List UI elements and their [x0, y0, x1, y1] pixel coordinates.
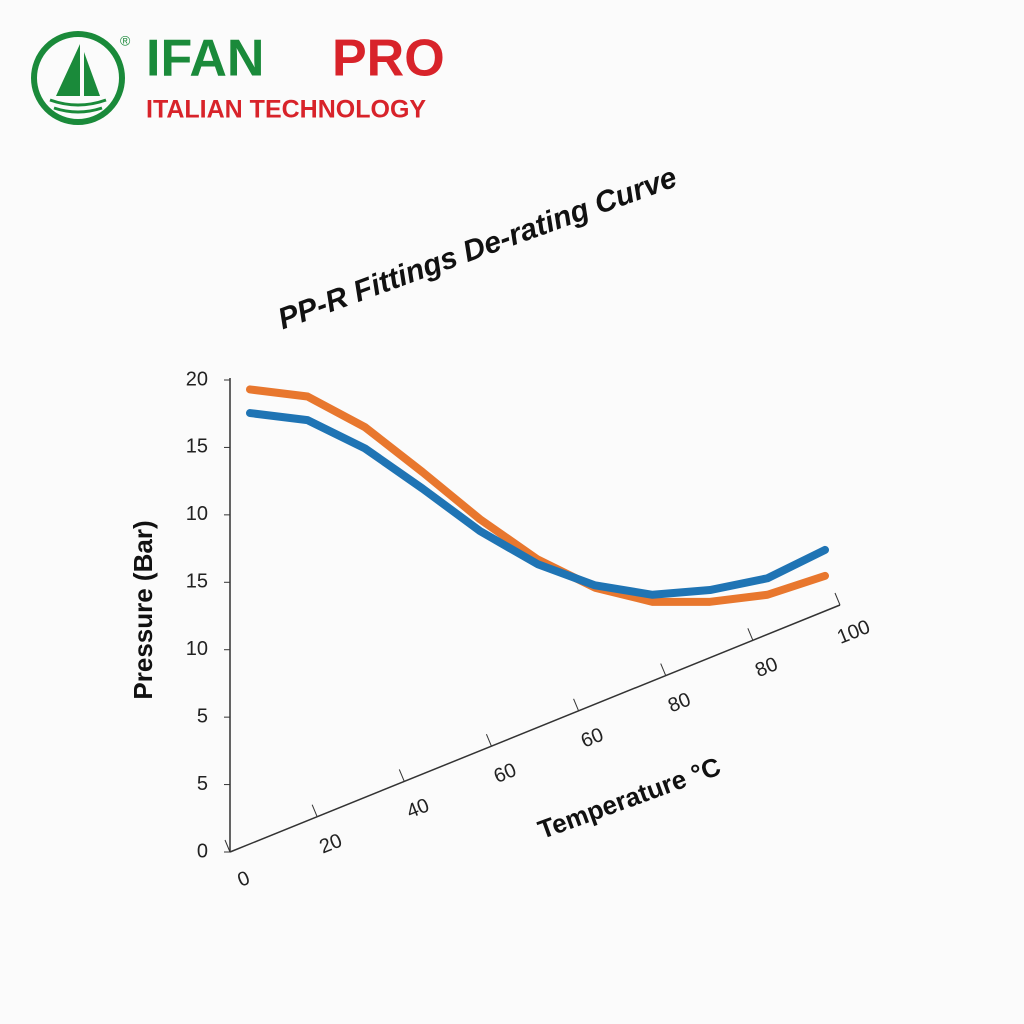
logo: ® IFAN PRO ITALIAN TECHNOLOGY: [31, 30, 445, 125]
y-axis-label: Pressure (Bar): [128, 520, 158, 699]
x-tick: [834, 592, 841, 606]
y-tick-label: 5: [197, 705, 208, 727]
x-tick: [224, 839, 231, 853]
x-tick: [573, 698, 580, 712]
x-tick-label: 60: [491, 759, 520, 788]
logo-sail: [56, 44, 80, 96]
data-line: [246, 385, 829, 606]
y-tick-label: 20: [186, 368, 208, 390]
x-tick-label: 40: [404, 794, 433, 823]
logo-ring: [31, 31, 125, 125]
logo-waves: [49, 98, 107, 114]
y-tick-label: 10: [186, 503, 208, 525]
logo-sail: [84, 52, 100, 96]
x-tick: [485, 733, 492, 747]
data-line: [246, 409, 829, 599]
y-tick-label: 10: [186, 638, 208, 660]
x-tick: [398, 769, 405, 782]
x-tick-label: 80: [752, 653, 781, 682]
x-tick-label: 20: [316, 830, 345, 859]
brand-right: PRO: [332, 30, 445, 88]
x-tick: [747, 628, 754, 641]
chart-title: PP-R Fittings De-rating Curve: [274, 161, 682, 336]
y-tick-label: 15: [186, 436, 208, 458]
x-tick-label: 100: [834, 616, 873, 649]
y-tick-label: 15: [186, 571, 208, 593]
registered-mark: ®: [120, 33, 131, 49]
x-tick: [311, 804, 318, 817]
tagline: ITALIAN TECHNOLOGY: [146, 96, 426, 124]
x-tick-label: 0: [234, 867, 253, 892]
y-tick-label: 5: [197, 773, 208, 795]
x-axis: [229, 604, 841, 853]
x-tick-label: 80: [665, 689, 694, 718]
x-tick-label: 60: [578, 724, 607, 753]
brand-left: IFAN: [146, 30, 264, 88]
y-tick-label: 0: [197, 840, 208, 862]
x-axis-label: Temperature °C: [534, 751, 725, 845]
x-tick: [660, 663, 667, 676]
